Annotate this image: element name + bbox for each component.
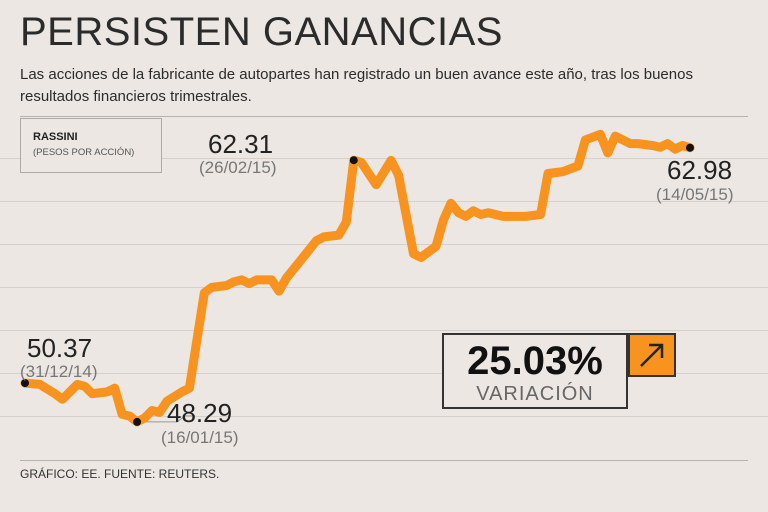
peak-value-label: 62.31 <box>208 129 274 159</box>
variation-label: VARIACIÓN <box>476 383 594 405</box>
legend-ticker: RASSINI <box>33 131 78 143</box>
annotated-point <box>21 379 29 388</box>
annotated-point <box>686 143 694 152</box>
end-value-label: 62.98 <box>667 155 733 185</box>
low-point-leader <box>137 415 196 423</box>
top-divider <box>20 116 748 117</box>
end-date-label: (14/05/15) <box>656 185 734 204</box>
page-subtitle: Las acciones de la fabricante de autopar… <box>20 66 693 105</box>
low-date-label: (16/01/15) <box>161 428 239 447</box>
low-value-label: 48.29 <box>167 398 233 428</box>
arrow-up-right-icon <box>628 333 676 377</box>
annotated-point <box>349 156 358 165</box>
variation-box: 25.03% VARIACIÓN <box>442 333 628 409</box>
legend-box: RASSINI (PESOS POR ACCIÓN) <box>20 118 162 173</box>
source-footer: GRÁFICO: EE. FUENTE: REUTERS. <box>20 467 220 481</box>
gridline <box>0 416 768 417</box>
gridline <box>0 201 768 202</box>
gridline <box>0 158 768 159</box>
gridline <box>0 287 768 288</box>
legend-unit: (PESOS POR ACCIÓN) <box>33 147 135 158</box>
bottom-divider <box>20 460 748 461</box>
annotated-point <box>133 417 142 426</box>
gridline <box>0 244 768 245</box>
gridline <box>0 373 768 374</box>
page-title: PERSISTEN GANANCIAS <box>20 10 503 54</box>
gridline <box>0 330 768 331</box>
variation-value: 25.03% <box>467 339 603 383</box>
start-value-label: 50.37 <box>27 333 93 363</box>
peak-date-label: (26/02/15) <box>199 158 277 177</box>
start-date-label: (31/12/14) <box>20 362 98 381</box>
